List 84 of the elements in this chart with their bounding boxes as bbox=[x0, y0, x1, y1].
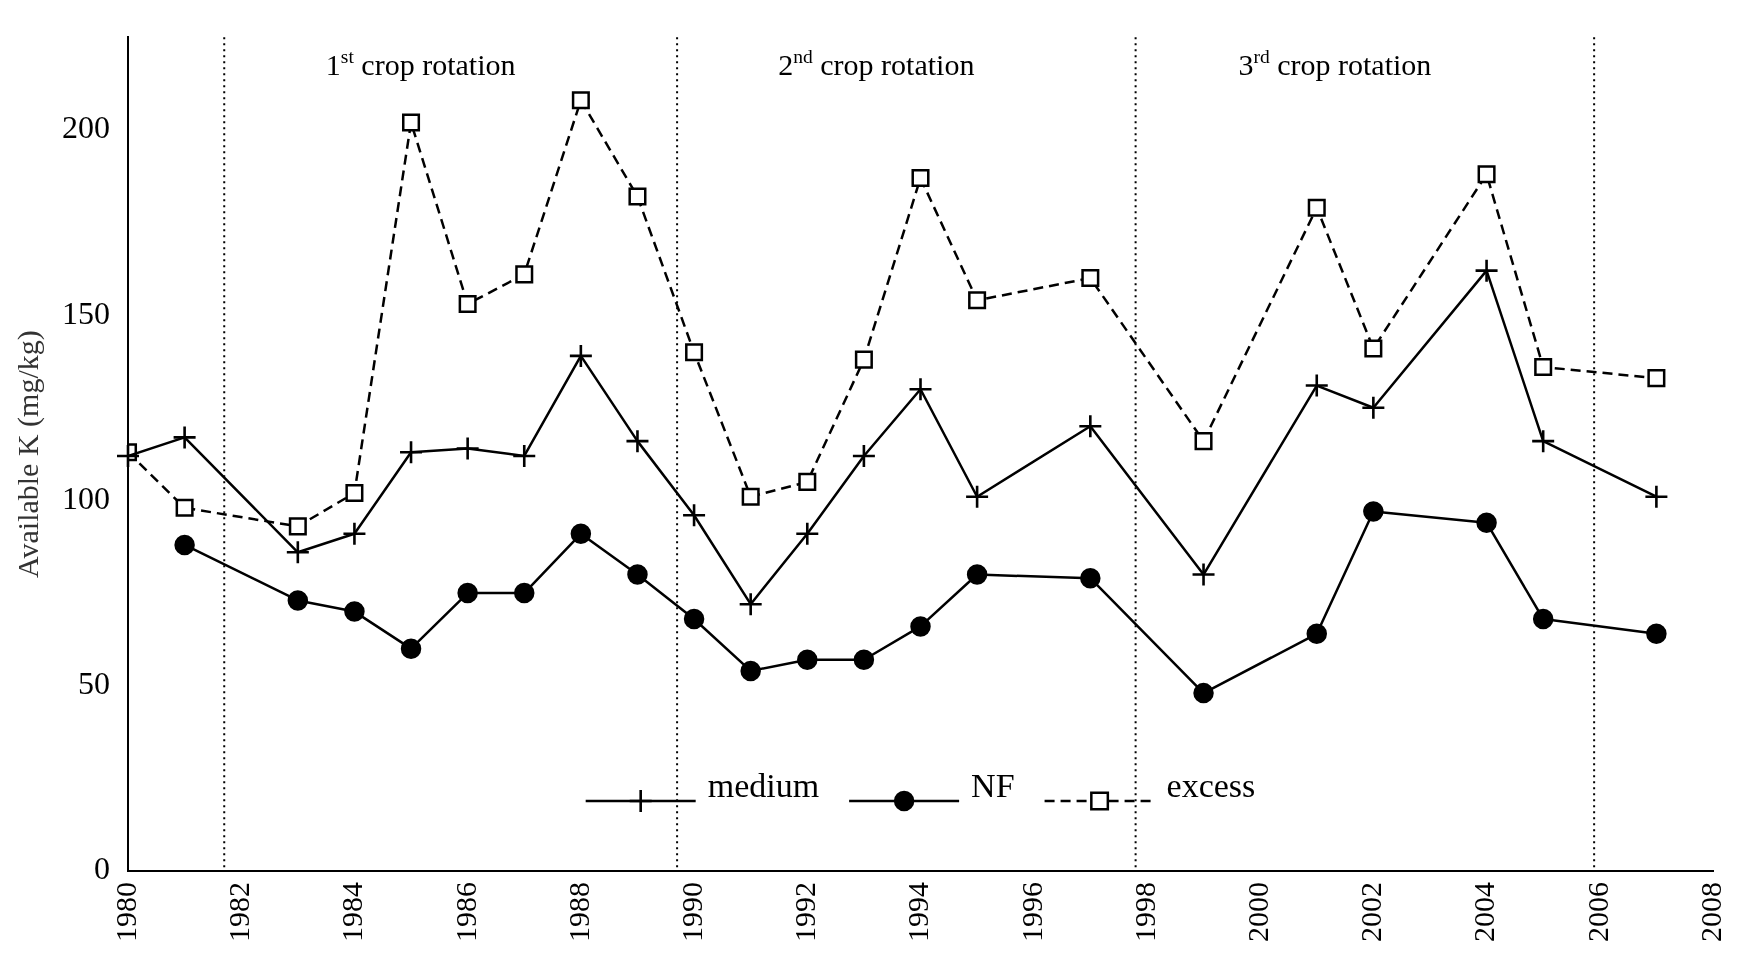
point bbox=[515, 265, 534, 284]
point bbox=[1647, 369, 1666, 388]
x-tick-label: 1998 bbox=[1127, 882, 1161, 942]
x-tick-label: 1990 bbox=[674, 882, 708, 942]
point bbox=[909, 378, 932, 401]
point bbox=[1476, 512, 1497, 533]
point bbox=[966, 564, 988, 585]
x-tick-label: 2006 bbox=[1580, 882, 1614, 942]
point bbox=[628, 187, 647, 206]
point bbox=[456, 437, 479, 460]
point bbox=[287, 590, 309, 611]
point bbox=[570, 523, 592, 545]
point bbox=[1534, 357, 1553, 377]
legend-label: medium bbox=[707, 766, 820, 804]
point bbox=[286, 541, 309, 564]
legend-label: excess bbox=[1166, 766, 1256, 804]
point bbox=[175, 498, 194, 517]
y-tick-label: 150 bbox=[62, 294, 110, 331]
point bbox=[1363, 501, 1384, 522]
point bbox=[571, 91, 590, 110]
point bbox=[1305, 374, 1328, 397]
y-tick-label: 50 bbox=[78, 665, 110, 702]
point bbox=[174, 534, 195, 556]
point bbox=[853, 649, 875, 671]
point bbox=[1192, 563, 1215, 586]
x-tick-label: 2002 bbox=[1354, 882, 1388, 942]
point bbox=[626, 430, 649, 453]
point bbox=[1193, 682, 1214, 704]
point bbox=[683, 608, 705, 630]
x-tick-label: 1992 bbox=[788, 882, 822, 942]
point bbox=[1364, 339, 1383, 358]
x-tick-label: 2000 bbox=[1241, 882, 1275, 942]
point bbox=[1306, 623, 1327, 645]
point bbox=[797, 649, 818, 671]
x-tick-label: 1996 bbox=[1014, 882, 1048, 942]
x-tick-label: 2008 bbox=[1693, 882, 1727, 942]
point bbox=[685, 343, 704, 362]
point bbox=[400, 638, 422, 659]
point bbox=[911, 168, 930, 188]
point bbox=[402, 113, 421, 132]
point bbox=[1194, 432, 1213, 451]
point bbox=[345, 483, 364, 503]
y-tick-label: 200 bbox=[62, 109, 110, 146]
point bbox=[966, 485, 989, 508]
point bbox=[514, 582, 535, 604]
point bbox=[854, 350, 873, 369]
point bbox=[627, 564, 648, 585]
x-tick-label: 1986 bbox=[448, 882, 482, 942]
x-tick-label: 2004 bbox=[1467, 882, 1501, 942]
point bbox=[798, 472, 817, 491]
point bbox=[1080, 567, 1101, 589]
point bbox=[739, 593, 762, 616]
point bbox=[344, 601, 365, 622]
point bbox=[910, 616, 931, 637]
point bbox=[343, 522, 366, 545]
legend-label: NF bbox=[971, 766, 1015, 804]
point bbox=[968, 291, 987, 310]
point bbox=[1079, 415, 1102, 438]
point bbox=[740, 660, 761, 682]
x-tick-label: 1982 bbox=[222, 882, 256, 942]
point bbox=[400, 441, 423, 464]
point bbox=[1081, 269, 1100, 288]
x-tick-label: 1984 bbox=[335, 882, 369, 942]
x-tick-label: 1994 bbox=[901, 882, 935, 942]
point bbox=[457, 582, 478, 604]
point bbox=[683, 504, 706, 527]
y-tick-label: 0 bbox=[94, 850, 110, 887]
point bbox=[1475, 259, 1498, 282]
point bbox=[1646, 623, 1667, 645]
y-tick-label: 100 bbox=[62, 479, 110, 516]
point bbox=[288, 517, 307, 536]
point bbox=[458, 294, 477, 314]
point bbox=[1307, 198, 1326, 217]
point bbox=[1645, 485, 1668, 508]
x-tick-label: 1988 bbox=[561, 882, 595, 942]
point bbox=[741, 487, 760, 506]
point bbox=[796, 522, 819, 545]
point bbox=[1362, 396, 1385, 419]
point bbox=[1532, 608, 1554, 630]
point bbox=[513, 444, 536, 467]
x-tick-label: 1980 bbox=[108, 882, 142, 942]
point bbox=[173, 426, 196, 449]
point bbox=[1477, 165, 1496, 184]
y-axis-title: Available K (mg/kg) bbox=[10, 330, 45, 578]
